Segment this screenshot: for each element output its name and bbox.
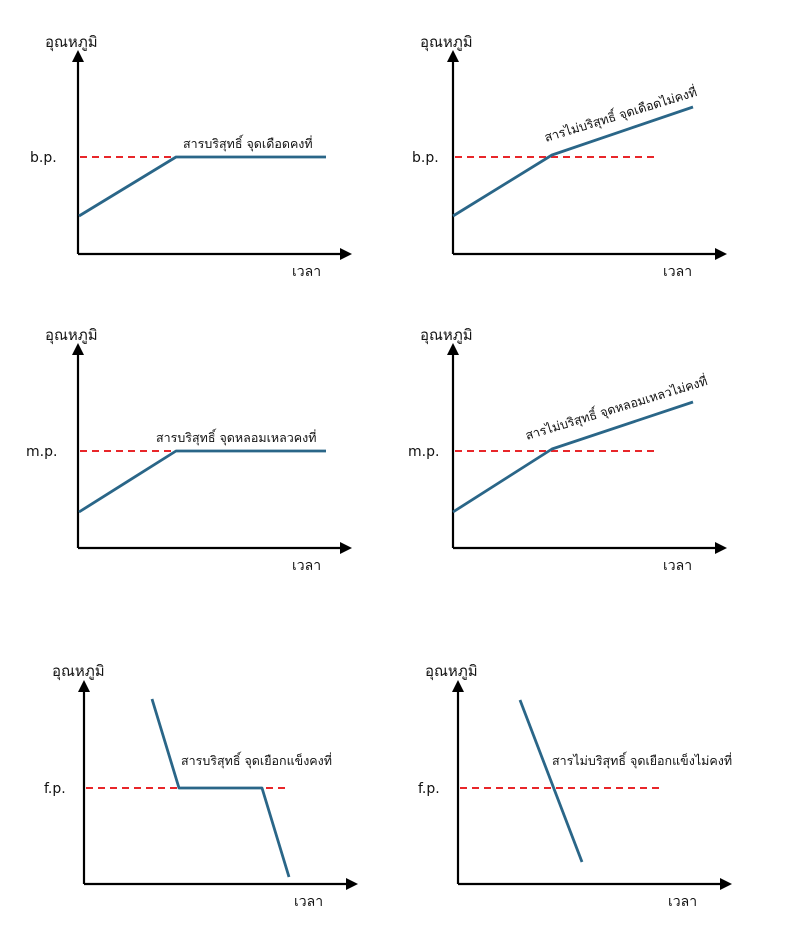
x-axis-label: เวลา	[294, 894, 323, 910]
y-axis-label: อุณหภูมิ	[52, 662, 105, 681]
curve-annotation: สารไม่บริสุทธิ์ จุดเยือกแข็งไม่คงที่	[552, 751, 732, 769]
y-axis-arrow-icon	[78, 680, 90, 692]
x-axis-arrow-icon	[720, 878, 732, 890]
panel-freezing-point-pure: อุณหภูมิ เวลา f.p. สารบริสุทธิ์ จุดเยือก…	[44, 662, 358, 910]
reference-label: b.p.	[30, 150, 57, 166]
y-axis-arrow-icon	[452, 680, 464, 692]
cooling-curve	[150, 698, 291, 878]
y-axis-arrow-icon	[72, 343, 84, 355]
heating-curve	[78, 155, 326, 218]
y-axis-arrow-icon	[72, 50, 84, 62]
x-axis-label: เวลา	[663, 264, 692, 280]
curve-annotation: สารไม่บริสุทธิ์ จุดหลอมเหลวไม่คงที่	[523, 371, 710, 444]
x-axis-label: เวลา	[292, 558, 321, 574]
y-axis-arrow-icon	[447, 343, 459, 355]
x-axis-label: เวลา	[292, 264, 321, 280]
reference-label: f.p.	[418, 781, 440, 797]
reference-label: f.p.	[44, 781, 66, 797]
panel-melting-point-pure: อุณหภูมิ เวลา m.p. สารบริสุทธิ์ จุดหลอมเ…	[26, 326, 352, 574]
panel-freezing-point-impure: อุณหภูมิ เวลา f.p. สารไม่บริสุทธิ์ จุดเย…	[418, 662, 732, 910]
curve-annotation: สารบริสุทธิ์ จุดเดือดคงที่	[183, 134, 313, 152]
x-axis-label: เวลา	[663, 558, 692, 574]
x-axis-arrow-icon	[340, 542, 352, 554]
heating-curve	[452, 400, 694, 514]
cooling-curve	[518, 699, 584, 863]
y-axis-arrow-icon	[447, 50, 459, 62]
reference-label: m.p.	[408, 444, 439, 460]
curve-annotation: สารบริสุทธิ์ จุดหลอมเหลวคงที่	[156, 428, 316, 446]
reference-label: b.p.	[412, 150, 439, 166]
curve-annotation: สารบริสุทธิ์ จุดเยือกแข็งคงที่	[181, 751, 332, 769]
heating-curve	[452, 105, 694, 218]
panel-boiling-point-pure: อุณหภูมิ เวลา b.p. สารบริสุทธิ์ จุดเดือด…	[30, 33, 352, 280]
y-axis-label: อุณหภูมิ	[425, 662, 478, 681]
x-axis-arrow-icon	[346, 878, 358, 890]
y-axis-label: อุณหภูมิ	[420, 326, 473, 345]
y-axis-label: อุณหภูมิ	[420, 33, 473, 52]
panel-melting-point-impure: อุณหภูมิ เวลา m.p. สารไม่บริสุทธิ์ จุดหล…	[408, 326, 727, 574]
x-axis-arrow-icon	[715, 248, 727, 260]
y-axis-label: อุณหภูมิ	[45, 33, 98, 52]
panel-boiling-point-impure: อุณหภูมิ เวลา b.p. สารไม่บริสุทธิ์ จุดเด…	[412, 33, 727, 280]
x-axis-arrow-icon	[340, 248, 352, 260]
heating-curve	[78, 449, 326, 514]
y-axis-label: อุณหภูมิ	[45, 326, 98, 345]
x-axis-label: เวลา	[668, 894, 697, 910]
reference-label: m.p.	[26, 444, 57, 460]
x-axis-arrow-icon	[715, 542, 727, 554]
